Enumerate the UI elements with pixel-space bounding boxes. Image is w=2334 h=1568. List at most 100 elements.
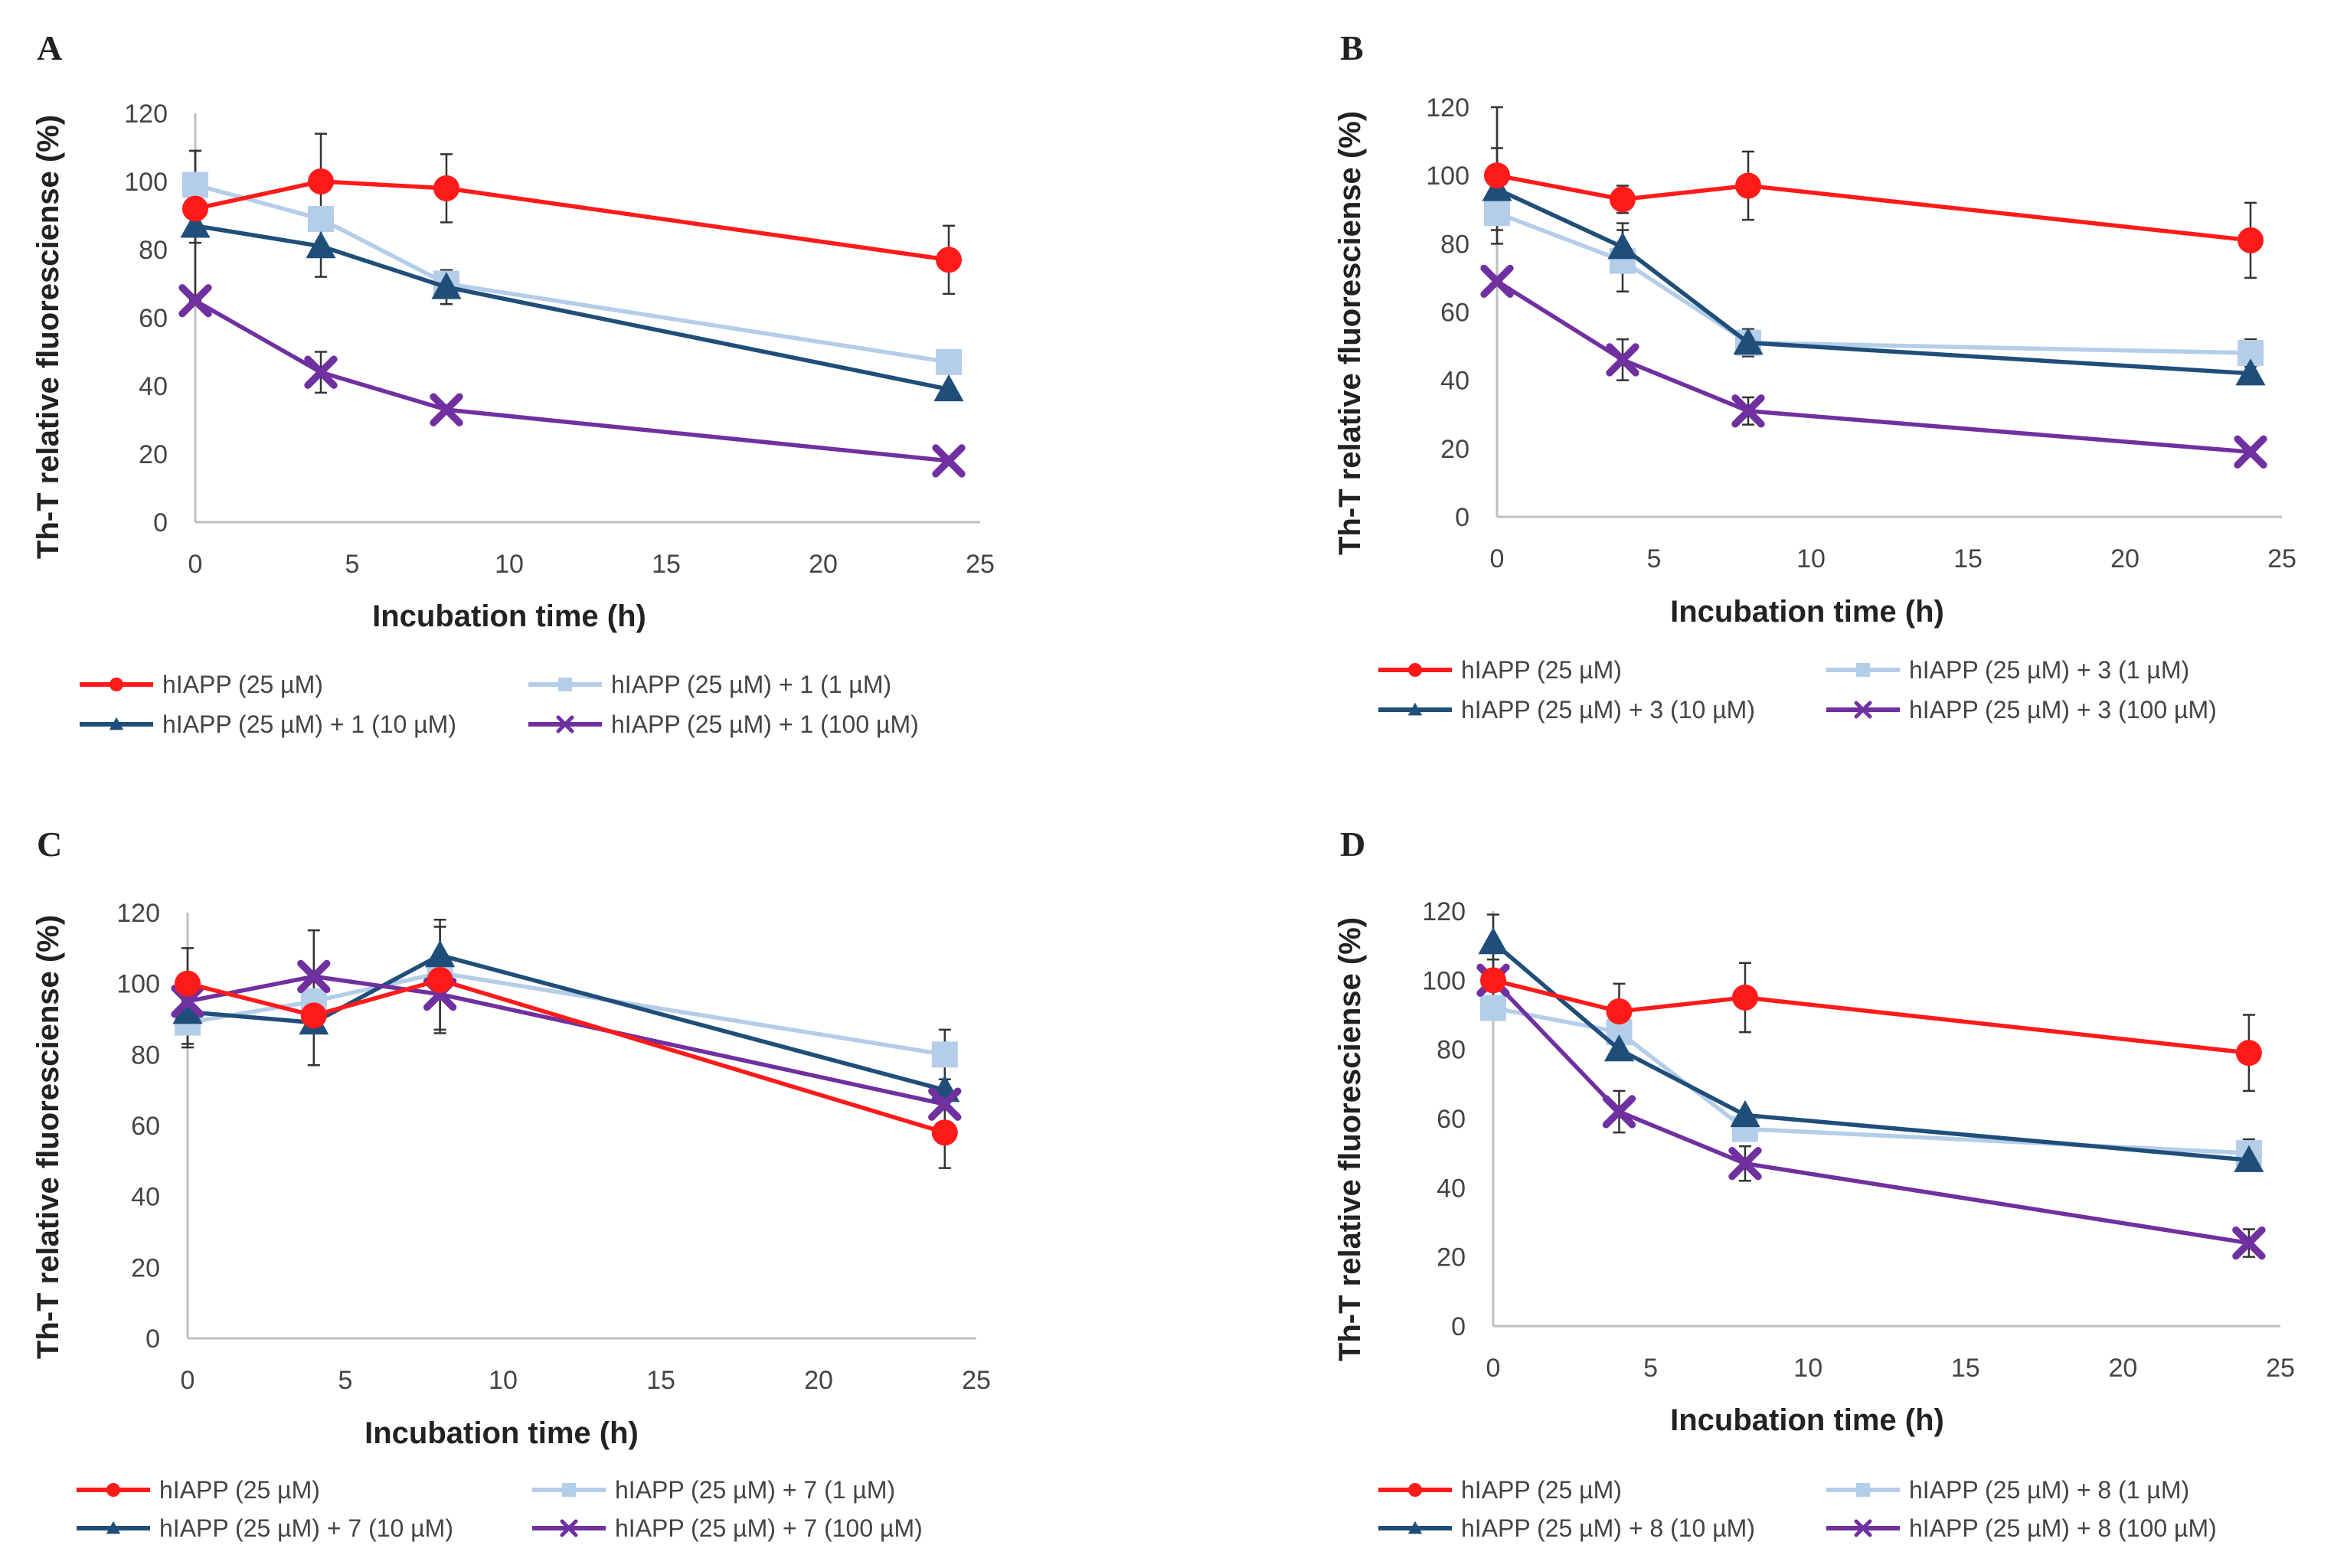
legend-label: hIAPP (25 µM) + 7 (100 µM) — [615, 1514, 923, 1542]
data-point-series-3 — [306, 231, 336, 259]
data-point-series-4 — [1728, 1147, 1762, 1181]
y-tick-label: 0 — [153, 508, 168, 537]
y-axis-title: Th-T relative fluoresciense (%) — [31, 115, 65, 559]
y-tick-label: 20 — [139, 440, 168, 469]
legend-label: hIAPP (25 µM) + 3 (1 µM) — [1909, 656, 2189, 684]
y-tick-label: 120 — [124, 100, 168, 129]
legend-marker — [1854, 1519, 1872, 1537]
data-point-series-4-stroke-b — [2232, 1226, 2266, 1260]
data-point-series-4 — [304, 355, 338, 389]
y-tick-label: 80 — [1437, 1036, 1466, 1065]
data-point-series-4-stroke-b — [932, 444, 966, 478]
data-point-series-1 — [1731, 984, 1758, 1011]
data-point-series-4-stroke-b — [178, 284, 212, 318]
panel-letter: C — [37, 825, 62, 864]
data-point-series-4-stroke-b — [304, 355, 338, 389]
x-tick-label: 5 — [338, 1366, 353, 1395]
y-axis-title: Th-T relative fluoresciense (%) — [31, 915, 65, 1359]
x-tick-label: 25 — [2266, 1354, 2295, 1383]
legend-marker-stroke-b — [556, 715, 574, 733]
legend-label: hIAPP (25 µM) — [162, 671, 323, 698]
series-line-4 — [1496, 279, 2251, 455]
series-line-4 — [187, 974, 946, 1106]
data-point-series-4 — [2232, 1226, 2266, 1260]
panel-letter: D — [1340, 825, 1365, 864]
data-point-series-4-stroke-b — [1606, 343, 1639, 377]
legend-label: hIAPP (25 µM) + 3 (10 µM) — [1461, 696, 1755, 724]
y-tick-label: 100 — [1422, 966, 1466, 995]
legend-marker — [1407, 702, 1423, 716]
y-tick-label: 60 — [139, 304, 168, 333]
data-point-series-4 — [2234, 435, 2267, 469]
series-line-4 — [194, 299, 950, 463]
legend-marker — [106, 1521, 121, 1534]
x-tick-label: 5 — [345, 550, 360, 579]
y-tick-label: 40 — [131, 1183, 160, 1212]
x-tick-label: 20 — [809, 550, 838, 579]
data-point-series-1 — [433, 175, 459, 201]
x-axis-title: Incubation time (h) — [1670, 595, 1944, 629]
x-tick-label: 0 — [1486, 1354, 1501, 1383]
x-tick-label: 0 — [1490, 544, 1505, 573]
data-point-series-3 — [1478, 927, 1509, 955]
legend-marker-stroke-b — [560, 1519, 578, 1537]
y-tick-label: 100 — [124, 168, 168, 197]
data-point-series-3 — [425, 940, 456, 968]
data-point-series-4 — [178, 284, 212, 318]
data-point-series-3 — [2234, 1145, 2264, 1172]
chart-panel-c: C 0 20 40 60 80 100 120 0 5 10 15 20 25 Incubation tim… — [31, 825, 991, 1542]
x-tick-label: 10 — [495, 550, 524, 579]
y-tick-label: 120 — [1422, 897, 1466, 926]
data-point-series-2 — [308, 205, 334, 232]
legend-marker — [556, 715, 574, 733]
data-point-series-2 — [931, 1041, 958, 1068]
legend-label: hIAPP (25 µM) + 1 (1 µM) — [611, 671, 891, 698]
x-axis-title: Incubation time (h) — [372, 599, 646, 633]
data-point-series-4 — [430, 393, 463, 426]
data-point-series-3 — [1733, 328, 1764, 355]
data-point-series-4-stroke-b — [1728, 1147, 1762, 1181]
y-tick-label: 120 — [1426, 93, 1469, 122]
data-point-series-3 — [1607, 232, 1638, 260]
y-tick-label: 20 — [1437, 1243, 1466, 1272]
data-point-series-3 — [933, 374, 964, 402]
x-tick-label: 25 — [966, 550, 995, 579]
y-tick-label: 40 — [1440, 367, 1469, 396]
data-point-series-1 — [2235, 1040, 2262, 1067]
y-tick-label: 60 — [1440, 299, 1469, 328]
x-tick-label: 15 — [646, 1366, 675, 1395]
data-point-series-4-stroke-b — [1480, 264, 1514, 299]
data-point-series-1 — [2238, 227, 2264, 253]
legend-marker — [110, 678, 123, 691]
legend-marker — [1856, 663, 1870, 677]
panel-letter: B — [1340, 28, 1364, 67]
data-point-series-3 — [431, 272, 462, 299]
x-tick-label: 10 — [1796, 544, 1826, 573]
legend-marker — [109, 717, 124, 730]
data-point-series-3 — [180, 211, 211, 238]
legend-label: hIAPP (25 µM) + 3 (100 µM) — [1909, 696, 2217, 724]
legend-label: hIAPP (25 µM) — [159, 1476, 320, 1504]
x-tick-label: 5 — [1643, 1354, 1658, 1383]
chart-panel-b: B 0 20 40 60 80 100 120 0 5 10 15 20 25 Incubation tim… — [1333, 28, 2296, 724]
legend-label: hIAPP (25 µM) + 7 (10 µM) — [159, 1514, 453, 1542]
x-tick-label: 0 — [181, 1366, 195, 1395]
data-point-series-4 — [297, 959, 331, 994]
data-point-series-2 — [1480, 995, 1506, 1021]
data-point-series-4 — [1480, 264, 1514, 299]
x-tick-label: 15 — [1951, 1354, 1980, 1383]
legend-marker — [1854, 701, 1872, 719]
series-line-2 — [1496, 211, 2251, 355]
legend-label: hIAPP (25 µM) + 1 (10 µM) — [162, 710, 456, 738]
legend-label: hIAPP (25 µM) + 8 (100 µM) — [1909, 1514, 2217, 1542]
series-line-1 — [1492, 978, 2250, 1055]
legend-marker-stroke-b — [1854, 1519, 1872, 1537]
legend-marker — [562, 1483, 576, 1497]
y-tick-label: 0 — [145, 1325, 160, 1354]
data-point-series-1 — [300, 1002, 327, 1029]
data-point-series-4 — [1606, 343, 1639, 377]
series-line-1 — [187, 978, 946, 1135]
x-tick-label: 25 — [962, 1366, 991, 1395]
y-tick-label: 80 — [131, 1040, 160, 1070]
